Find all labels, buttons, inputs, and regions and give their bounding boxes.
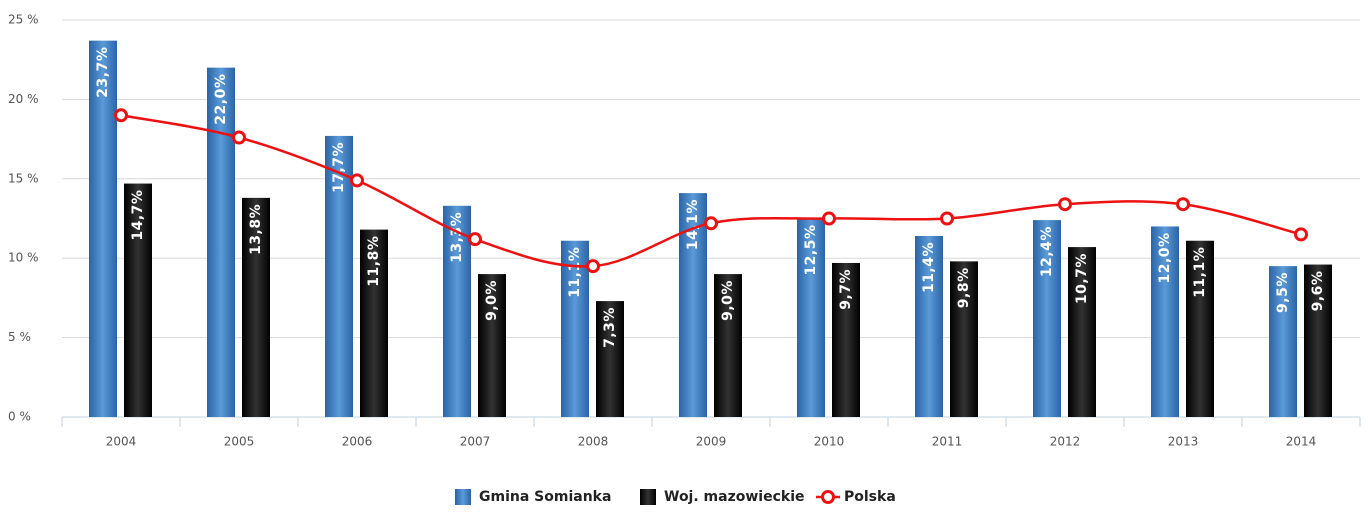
value-label: 9,5%: [1275, 272, 1291, 313]
line-marker: [468, 232, 482, 247]
bar: [1304, 264, 1332, 417]
line: [120, 114, 1302, 268]
x-tick-label: 2004: [106, 435, 137, 449]
x-tick-label: 2007: [460, 435, 491, 449]
bar: [714, 274, 742, 417]
line-marker: [1058, 197, 1072, 212]
line-marker: [940, 211, 954, 226]
y-tick-label: 10 %: [8, 251, 39, 265]
bar: [1151, 226, 1179, 417]
x-tick-label: 2014: [1286, 435, 1317, 449]
value-label: 10,7%: [1074, 253, 1090, 304]
bar: [596, 301, 624, 417]
bar: [797, 218, 825, 417]
value-label: 9,0%: [720, 280, 736, 321]
y-tick-label: 25 %: [8, 13, 39, 27]
value-label: 9,0%: [484, 280, 500, 321]
bar: [1033, 220, 1061, 417]
line-marker: [1294, 227, 1308, 242]
bar: [478, 274, 506, 417]
value-label: 14,7%: [130, 190, 146, 241]
x-tick-label: 2005: [224, 435, 255, 449]
value-label: 9,8%: [956, 267, 972, 308]
legend-label: Gmina Somianka: [479, 489, 611, 505]
bar: [679, 193, 707, 417]
line-marker: [350, 173, 364, 188]
bar: [124, 183, 152, 417]
bar: [360, 229, 388, 417]
value-label: 11,8%: [366, 236, 382, 287]
bar: [1269, 266, 1297, 417]
bar: [832, 262, 860, 417]
y-tick-label: 15 %: [8, 171, 39, 185]
y-tick-label: 20 %: [8, 92, 39, 106]
value-label: 9,6%: [1310, 271, 1326, 312]
value-label: 12,0%: [1157, 232, 1173, 283]
line-marker: [822, 211, 836, 226]
bar: [89, 40, 117, 417]
value-label: 11,1%: [1192, 247, 1208, 298]
value-label: 22,0%: [213, 74, 229, 125]
bar: [561, 240, 589, 417]
bar: [950, 261, 978, 417]
legend-swatch: [640, 489, 656, 505]
legend-item: Gmina Somianka: [455, 489, 611, 505]
value-label: 11,1%: [567, 247, 583, 298]
value-label: 13,8%: [248, 204, 264, 255]
x-tick-label: 2006: [342, 435, 373, 449]
x-tick-label: 2008: [578, 435, 609, 449]
value-label: 13,3%: [449, 212, 465, 263]
value-label: 12,4%: [1039, 226, 1055, 277]
x-tick-label: 2009: [696, 435, 727, 449]
line-marker: [586, 259, 600, 274]
legend-marker: [821, 490, 835, 504]
legend-label: Woj. mazowieckie: [664, 489, 805, 505]
value-label: 23,7%: [95, 47, 111, 98]
legend-item: Polska: [816, 489, 896, 505]
bar: [443, 205, 471, 417]
legend-label: Polska: [844, 489, 896, 505]
value-label: 12,5%: [803, 225, 819, 276]
value-label: 17,7%: [331, 142, 347, 193]
value-label: 7,3%: [602, 307, 618, 348]
y-tick-label: 0 %: [8, 410, 31, 424]
x-tick-label: 2013: [1168, 435, 1199, 449]
value-label: 11,4%: [921, 242, 937, 293]
legend-swatch: [455, 489, 471, 505]
line-marker: [232, 130, 246, 145]
line-marker: [1176, 197, 1190, 212]
bar: [207, 67, 235, 417]
bar: [1186, 240, 1214, 417]
bar: [1068, 247, 1096, 417]
bar: [242, 197, 270, 417]
y-tick-label: 5 %: [8, 330, 31, 344]
bar: [915, 235, 943, 417]
x-tick-label: 2012: [1050, 435, 1081, 449]
legend-item: Woj. mazowieckie: [640, 489, 805, 505]
value-label: 14,1%: [685, 199, 701, 250]
x-tick-label: 2010: [814, 435, 845, 449]
value-label: 9,7%: [838, 269, 854, 310]
bar: [325, 135, 353, 417]
x-tick-label: 2011: [932, 435, 963, 449]
line-marker: [704, 216, 718, 231]
line-marker: [114, 108, 128, 123]
